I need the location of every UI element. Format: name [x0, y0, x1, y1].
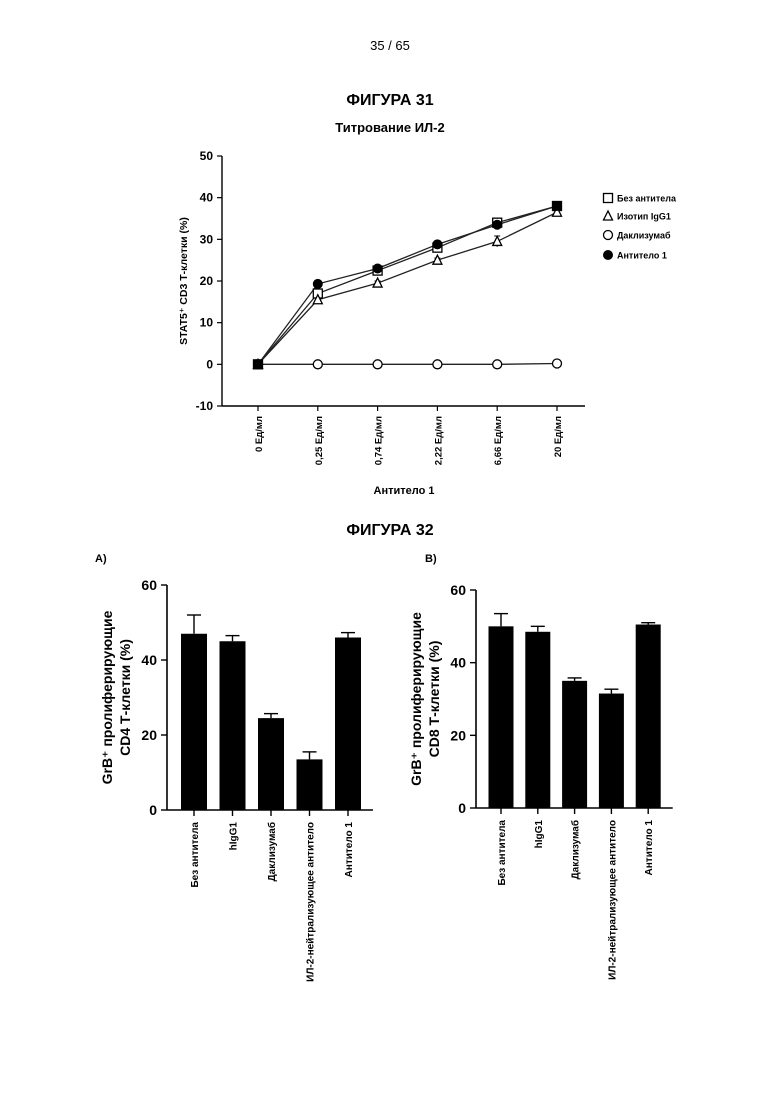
- x-tick-label: 20 Ед/мл: [553, 416, 564, 457]
- x-tick-label: Даклизумаб: [266, 822, 278, 881]
- figure-31-line-chart: -10 0 10 20 30 40 50 0 Ед/мл 0,25 Ед/мл 0,74 Ед/м…: [0, 0, 780, 520]
- series-line: [258, 212, 557, 364]
- x-tick-label: Без антитела: [497, 820, 508, 886]
- y-tick-label: 50: [200, 149, 214, 163]
- bar: [181, 634, 207, 810]
- x-tick-label: Без антитела: [190, 822, 201, 888]
- x-tick-label: Даклизумаб: [570, 820, 582, 879]
- bar: [335, 638, 361, 811]
- data-point: [313, 279, 322, 288]
- y-tick-label: 0: [206, 357, 213, 371]
- x-tick-label: hIgG1: [534, 820, 545, 849]
- x-tick-label: ИЛ-2-нейтрализующее антитело: [607, 820, 618, 980]
- y-axis-label-line2: CD8 Т-клетки (%): [426, 641, 442, 758]
- y-tick-label: 60: [450, 582, 466, 598]
- data-point: [493, 236, 502, 245]
- bar: [525, 632, 550, 808]
- data-point-end: [553, 202, 562, 211]
- data-point-origin: [254, 360, 263, 369]
- y-tick-label: 20: [141, 727, 157, 743]
- figure-32-title: ФИГУРА 32: [0, 522, 780, 540]
- panel-a-label: A): [95, 553, 107, 565]
- y-axis-label-line2: CD4 Т-клетки (%): [117, 639, 133, 756]
- y-tick-label: 10: [200, 316, 214, 330]
- y-tick-label: 30: [200, 232, 214, 246]
- x-tick-label: 2,22 Ед/мл: [433, 416, 444, 465]
- legend-label: Без антитела: [617, 194, 677, 204]
- data-point: [373, 278, 382, 287]
- bar: [258, 718, 284, 810]
- x-tick-label: Антитело 1: [344, 822, 355, 878]
- legend-label: Антитело 1: [617, 251, 667, 261]
- y-tick-label: 40: [141, 652, 157, 668]
- legend-marker: [604, 231, 613, 240]
- y-tick-label: 60: [141, 577, 157, 593]
- x-tick-label: hIgG1: [229, 822, 240, 851]
- data-point: [313, 360, 322, 369]
- bar: [220, 641, 246, 810]
- x-tick-label: ИЛ-2-нейтрализующее антитело: [306, 822, 317, 982]
- y-tick-label: 20: [450, 727, 466, 743]
- y-axis-label-line1: GrB⁺ пролиферирующие: [408, 612, 424, 786]
- x-axis-label: Антитело 1: [374, 485, 435, 497]
- y-tick-label: 20: [200, 274, 214, 288]
- legend-marker: [604, 194, 613, 203]
- y-tick-label: 0: [149, 802, 157, 818]
- x-tick-label: 6,66 Ед/мл: [493, 416, 504, 465]
- data-point: [493, 360, 502, 369]
- bar: [599, 694, 624, 808]
- x-tick-label: 0 Ед/мл: [254, 416, 265, 452]
- data-point: [433, 240, 442, 249]
- series-line: [258, 364, 557, 365]
- legend-marker: [604, 251, 613, 260]
- panel-b-label: B): [425, 553, 437, 565]
- legend-marker: [604, 211, 613, 220]
- x-tick-label: Антитело 1: [644, 820, 655, 876]
- legend-label: Даклизумаб: [617, 231, 671, 241]
- y-tick-label: 40: [200, 191, 214, 205]
- x-tick-label: 0,25 Ед/мл: [314, 416, 325, 465]
- series-line: [258, 206, 557, 364]
- y-tick-label: -10: [196, 399, 214, 413]
- data-point: [553, 359, 562, 368]
- bar: [489, 626, 514, 808]
- series-line: [258, 206, 557, 364]
- x-tick-label: 0,74 Ед/мл: [374, 416, 385, 465]
- data-point: [373, 264, 382, 273]
- y-tick-label: 0: [458, 800, 466, 816]
- y-axis-label-line1: GrB⁺ пролиферирующие: [99, 610, 115, 784]
- bar: [562, 681, 587, 808]
- y-tick-label: 40: [450, 655, 466, 671]
- bar: [297, 759, 323, 810]
- y-axis-label: STAT5⁺ CD3 Т-клетки (%): [178, 217, 190, 345]
- data-point: [433, 360, 442, 369]
- data-point: [373, 360, 382, 369]
- data-point: [493, 220, 502, 229]
- bar: [636, 625, 661, 808]
- legend-label: Изотип IgG1: [617, 212, 671, 222]
